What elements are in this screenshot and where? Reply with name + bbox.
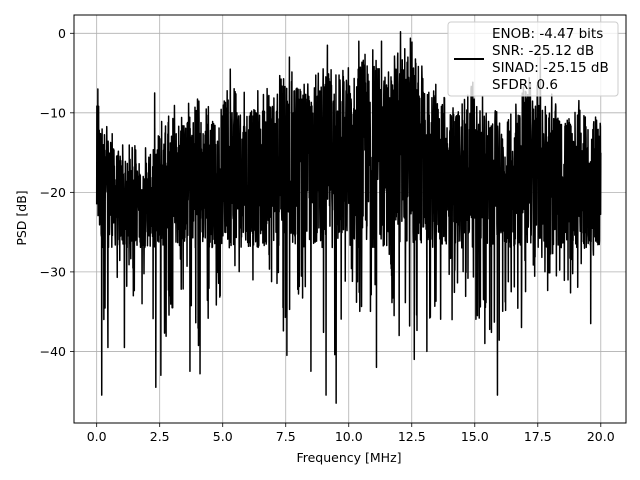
x-tick-label: 15.0 [461,429,489,444]
x-tick-label: 2.5 [150,429,170,444]
y-tick-label: −40 [40,344,66,359]
x-tick-label: 10.0 [335,429,363,444]
legend-snr: SNR: -25.12 dB [492,43,594,59]
x-tick-label: 0.0 [87,429,107,444]
psd-trace [95,30,602,404]
y-axis: 0 −10 −20 −30 −40 [40,26,74,359]
legend-sfdr: SFDR: 0.6 [492,77,558,93]
legend: ENOB: -4.47 bits SNR: -25.12 dB SINAD: -… [447,21,619,97]
legend-enob: ENOB: -4.47 bits [492,26,603,42]
x-tick-label: 17.5 [524,429,552,444]
legend-box [447,21,619,97]
plot-frame [73,14,627,424]
y-tick-label: −20 [40,185,66,200]
legend-sinad: SINAD: -25.15 dB [492,60,609,76]
y-tick-label: −30 [40,264,66,279]
x-axis: 0.0 2.5 5.0 7.5 10.0 12.5 15.0 17.5 20.0 [87,423,615,444]
series-layer [95,30,602,404]
x-tick-label: 5.0 [213,429,233,444]
x-tick-label: 12.5 [398,429,426,444]
x-tick-label: 7.5 [276,429,296,444]
y-tick-label: −10 [40,105,66,120]
y-axis-label: PSD [dB] [14,190,29,245]
y-tick-label: 0 [58,26,66,41]
x-axis-label: Frequency [MHz] [296,450,401,465]
x-tick-label: 20.0 [587,429,615,444]
